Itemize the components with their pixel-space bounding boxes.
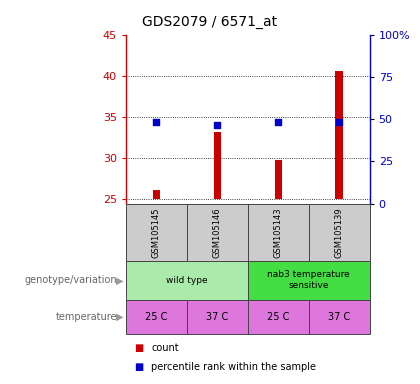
Text: GSM105139: GSM105139 — [335, 207, 344, 258]
FancyBboxPatch shape — [187, 204, 248, 261]
Text: GSM105143: GSM105143 — [274, 207, 283, 258]
Text: ▶: ▶ — [116, 275, 124, 285]
Bar — [153, 190, 160, 199]
Point — [336, 119, 343, 126]
Text: GSM105146: GSM105146 — [213, 207, 222, 258]
Bar — [275, 160, 282, 199]
Text: genotype/variation: genotype/variation — [25, 275, 118, 285]
Text: nab3 temperature
sensitive: nab3 temperature sensitive — [267, 270, 350, 290]
Text: ■: ■ — [134, 343, 144, 353]
FancyBboxPatch shape — [187, 300, 248, 334]
FancyBboxPatch shape — [248, 261, 370, 300]
Point — [214, 122, 221, 128]
Text: wild type: wild type — [166, 276, 208, 285]
FancyBboxPatch shape — [126, 204, 187, 261]
Text: ▶: ▶ — [116, 312, 124, 322]
Text: 37 C: 37 C — [206, 312, 228, 322]
Bar — [336, 71, 343, 199]
Point — [275, 119, 282, 125]
FancyBboxPatch shape — [248, 204, 309, 261]
Text: GSM105145: GSM105145 — [152, 207, 161, 258]
Text: ■: ■ — [134, 362, 144, 372]
Point — [153, 119, 160, 126]
Text: 25 C: 25 C — [145, 312, 168, 322]
Text: 37 C: 37 C — [328, 312, 350, 322]
FancyBboxPatch shape — [248, 300, 309, 334]
FancyBboxPatch shape — [309, 204, 370, 261]
FancyBboxPatch shape — [126, 261, 248, 300]
Text: temperature: temperature — [56, 312, 118, 322]
Text: percentile rank within the sample: percentile rank within the sample — [151, 362, 316, 372]
Text: GDS2079 / 6571_at: GDS2079 / 6571_at — [142, 15, 278, 29]
FancyBboxPatch shape — [126, 300, 187, 334]
FancyBboxPatch shape — [309, 300, 370, 334]
Bar — [214, 132, 221, 199]
Text: 25 C: 25 C — [267, 312, 289, 322]
Text: count: count — [151, 343, 179, 353]
